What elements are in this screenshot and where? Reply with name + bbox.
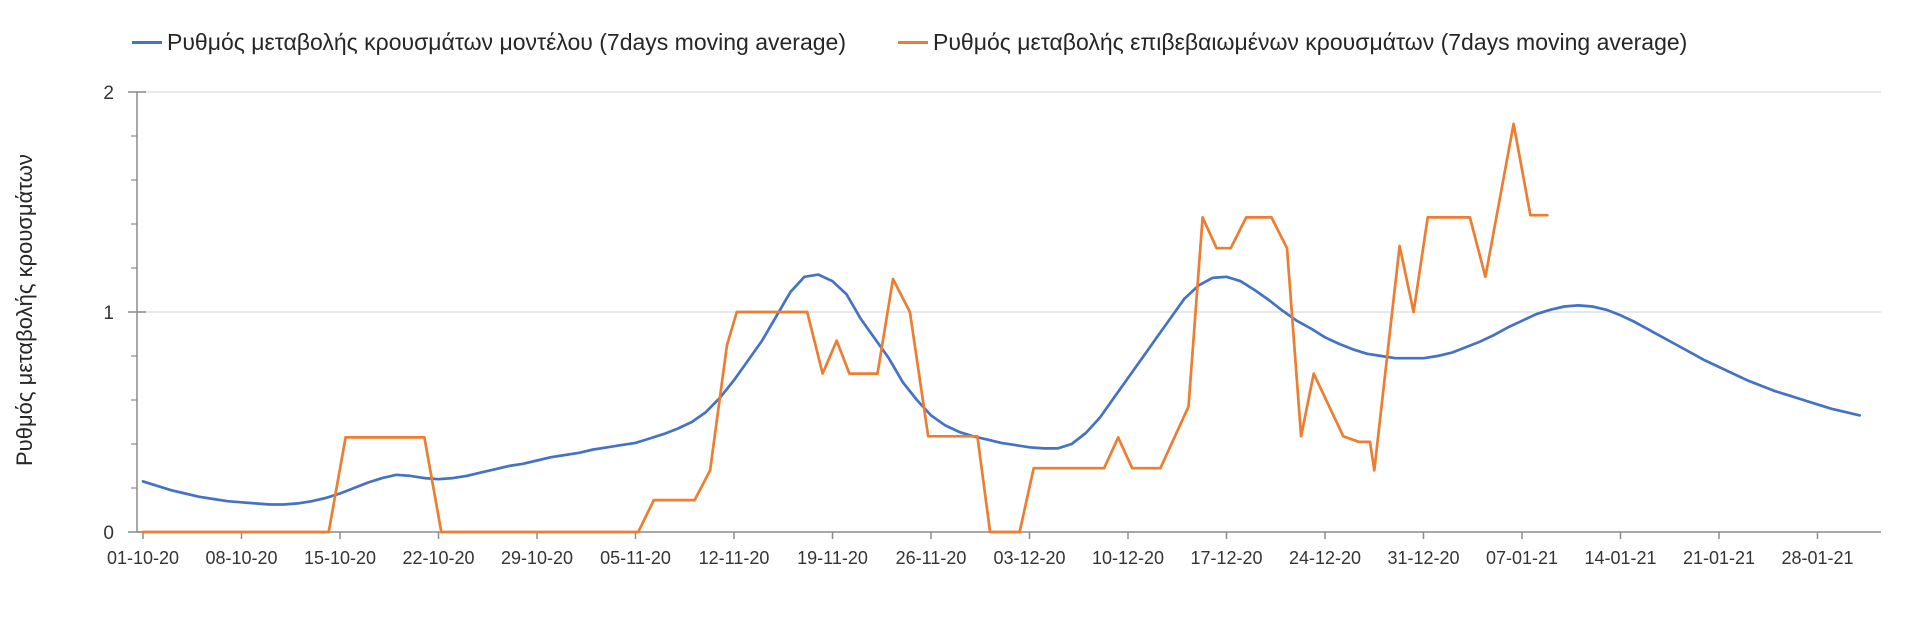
svg-text:05-11-20: 05-11-20 [600, 548, 671, 568]
svg-text:26-11-20: 26-11-20 [896, 548, 967, 568]
svg-text:22-10-20: 22-10-20 [402, 548, 474, 568]
legend-item-model: Ρυθμός μεταβολής κρουσμάτων μοντέλου (7d… [132, 28, 846, 56]
gridlines [137, 91, 1881, 313]
svg-text:19-11-20: 19-11-20 [797, 548, 868, 568]
svg-text:12-11-20: 12-11-20 [699, 548, 770, 568]
svg-text:07-01-21: 07-01-21 [1486, 548, 1558, 568]
svg-text:1: 1 [103, 303, 114, 324]
svg-text:17-12-20: 17-12-20 [1190, 548, 1262, 568]
svg-text:24-12-20: 24-12-20 [1289, 548, 1361, 568]
svg-text:15-10-20: 15-10-20 [304, 548, 376, 568]
svg-text:03-12-20: 03-12-20 [993, 548, 1065, 568]
series-confirmed-line [141, 122, 1549, 534]
legend-line-blue-icon [132, 40, 162, 44]
svg-text:28-01-21: 28-01-21 [1781, 548, 1853, 568]
legend-line-orange-icon [898, 40, 928, 44]
svg-text:10-12-20: 10-12-20 [1092, 548, 1164, 568]
x-tick-labels: 01-10-20 08-10-20 15-10-20 22-10-20 29-10-20… [107, 548, 1854, 568]
legend-label-confirmed: Ρυθμός μεταβολής επιβεβαιωμένων κρουσμάτ… [933, 28, 1688, 55]
legend-label-model: Ρυθμός μεταβολής κρουσμάτων μοντέλου (7d… [167, 28, 846, 55]
tick-marks [128, 91, 1819, 539]
series-model-line [141, 273, 1862, 506]
svg-text:31-12-20: 31-12-20 [1387, 548, 1459, 568]
svg-text:29-10-20: 29-10-20 [501, 548, 573, 568]
svg-text:2: 2 [103, 83, 114, 104]
svg-text:21-01-21: 21-01-21 [1683, 548, 1755, 568]
y-tick-labels: 0 1 2 [103, 83, 114, 544]
svg-text:14-01-21: 14-01-21 [1584, 548, 1656, 568]
svg-text:08-10-20: 08-10-20 [205, 548, 277, 568]
svg-text:01-10-20: 01-10-20 [107, 548, 179, 568]
svg-text:0: 0 [103, 523, 114, 544]
legend-item-confirmed: Ρυθμός μεταβολής επιβεβαιωμένων κρουσμάτ… [898, 28, 1687, 56]
